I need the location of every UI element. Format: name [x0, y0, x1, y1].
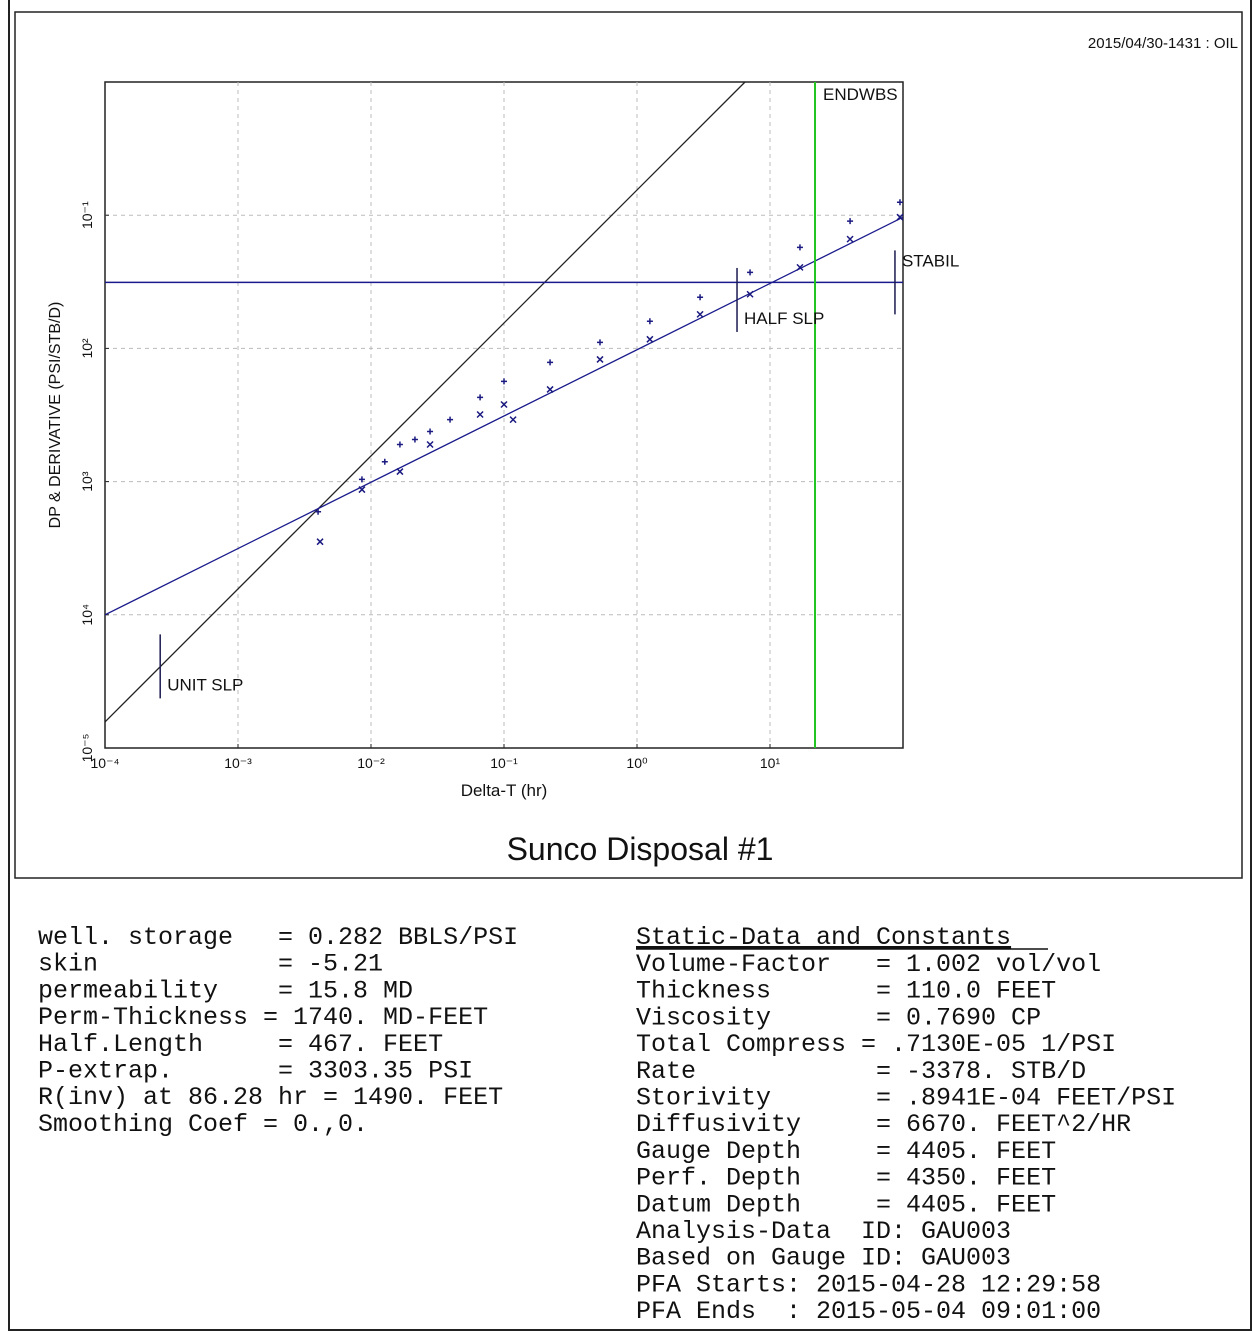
data-point [747, 269, 754, 276]
report-line: Total Compress = .7130E-05 1/PSI [636, 1030, 1116, 1059]
report-line: R(inv) at 86.28 hr = 1490. FEET [38, 1083, 503, 1112]
report-line: P-extrap. = 3303.35 PSI [38, 1057, 473, 1086]
data-point [646, 318, 653, 325]
y-tick-label: 10⁴ [79, 604, 95, 626]
data-point [315, 508, 322, 515]
data-point [746, 290, 754, 298]
x-tick-label: 10⁻² [357, 755, 385, 771]
report-line: skin = -5.21 [38, 950, 383, 979]
data-point [896, 213, 904, 221]
x-tick-label: 10⁻⁴ [91, 755, 120, 771]
data-point [500, 400, 508, 409]
reference-line [104, 81, 746, 723]
data-point [796, 263, 804, 271]
stamp: 2015/04/30-1431 : OIL [1088, 35, 1238, 52]
data-point [358, 486, 366, 494]
marker-label: HALF SLP [744, 309, 824, 328]
data-point [411, 436, 418, 443]
data-point [509, 416, 517, 424]
report-line: Volume-Factor = 1.002 vol/vol [636, 950, 1101, 979]
report-line: Rate = -3378. STB/D [636, 1057, 1086, 1086]
data-point [501, 378, 507, 385]
report-line: Datum Depth = 4405. FEET [636, 1190, 1056, 1219]
report-line: Thickness = 110.0 FEET [636, 977, 1056, 1006]
report-line: Half.Length = 467. FEET [38, 1030, 443, 1059]
data-point [597, 339, 604, 346]
data-point [381, 458, 388, 465]
page-frame [8, 0, 1252, 1331]
report-line: Analysis-Data ID: GAU003 [636, 1217, 1011, 1246]
marker-label: UNIT SLP [167, 675, 243, 694]
report-line: permeability = 15.8 MD [38, 976, 413, 1005]
data-point [696, 310, 704, 318]
data-point [396, 441, 403, 448]
data-point [596, 355, 604, 363]
endwbs-label: ENDWBS [823, 85, 898, 104]
data-point [396, 468, 404, 476]
data-point [846, 235, 854, 243]
data-point [546, 385, 554, 393]
report-line: PFA Ends : 2015-05-04 09:01:00 [636, 1297, 1101, 1326]
chart-title: Sunco Disposal #1 [507, 831, 774, 867]
data-point [427, 428, 434, 435]
data-point [547, 359, 554, 366]
data-point [896, 199, 903, 206]
report-line: PFA Starts: 2015-04-28 12:29:58 [636, 1270, 1101, 1299]
reference-line [104, 216, 904, 616]
data-point [447, 416, 454, 423]
report-line: well. storage = 0.282 BBLS/PSI [38, 923, 518, 952]
data-point [796, 244, 803, 251]
report-line: Storivity = .8941E-04 FEET/PSI [636, 1084, 1176, 1113]
x-tick-label: 10⁻¹ [490, 755, 518, 771]
y-tick-label: 10² [79, 338, 95, 359]
data-point [426, 440, 434, 449]
report-line: Viscosity = 0.7690 CP [636, 1003, 1041, 1032]
data-point [646, 335, 654, 343]
data-point [476, 410, 484, 419]
chart-frame [14, 11, 1243, 879]
report-line: Smoothing Coef = 0.,0. [38, 1110, 368, 1139]
report-line: Gauge Depth = 4405. FEET [636, 1137, 1056, 1166]
data-point [316, 538, 324, 546]
data-point [477, 394, 484, 401]
report-line: Based on Gauge ID: GAU003 [636, 1244, 1011, 1273]
x-tick-label: 10⁻³ [224, 755, 252, 771]
data-point [697, 294, 704, 301]
y-tick-label: 10⁻⁵ [79, 734, 95, 763]
x-tick-label: 10¹ [760, 755, 781, 771]
marker-label: STABIL [902, 251, 959, 270]
report-line: Perf. Depth = 4350. FEET [636, 1164, 1056, 1193]
x-axis-label: Delta-T (hr) [461, 781, 548, 800]
report-title: Static-Data and Constants [636, 923, 1011, 952]
x-tick-label: 10⁰ [626, 755, 648, 771]
y-tick-label: 10⁻¹ [79, 201, 95, 229]
data-point [358, 476, 365, 483]
y-tick-label: 10³ [79, 471, 95, 492]
report-line: Perm-Thickness = 1740. MD-FEET [38, 1003, 488, 1032]
y-axis-label: DP & DERIVATIVE (PSI/STB/D) [47, 302, 64, 529]
data-point [847, 218, 854, 225]
report-line: Diffusivity = 6670. FEET^2/HR [636, 1110, 1131, 1139]
